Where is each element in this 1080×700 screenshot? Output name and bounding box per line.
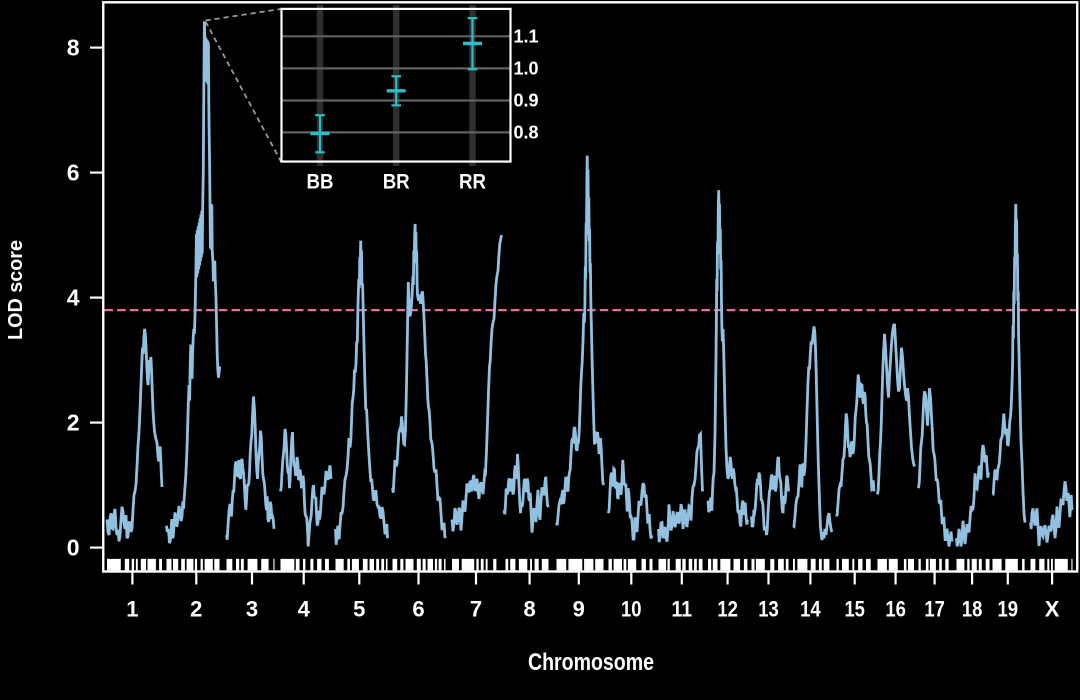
svg-text:0: 0 bbox=[67, 535, 80, 561]
svg-text:1.1: 1.1 bbox=[514, 26, 539, 46]
svg-text:18: 18 bbox=[962, 597, 983, 622]
svg-text:9: 9 bbox=[573, 597, 585, 622]
svg-text:BR: BR bbox=[383, 171, 410, 194]
svg-text:4: 4 bbox=[298, 597, 311, 622]
svg-text:BB: BB bbox=[307, 171, 334, 194]
svg-text:4: 4 bbox=[67, 285, 80, 311]
svg-text:RR: RR bbox=[459, 171, 486, 194]
svg-text:0.8: 0.8 bbox=[514, 122, 539, 142]
svg-text:3: 3 bbox=[246, 597, 258, 622]
svg-text:0.9: 0.9 bbox=[514, 91, 539, 111]
svg-text:5: 5 bbox=[353, 597, 365, 622]
svg-text:8: 8 bbox=[523, 597, 535, 622]
svg-text:12: 12 bbox=[717, 597, 738, 622]
svg-text:13: 13 bbox=[758, 597, 779, 622]
svg-text:X: X bbox=[1045, 597, 1060, 622]
svg-text:19: 19 bbox=[998, 597, 1019, 622]
svg-text:Chromosome: Chromosome bbox=[528, 649, 654, 676]
svg-text:15: 15 bbox=[844, 597, 865, 622]
svg-text:8: 8 bbox=[67, 35, 80, 61]
svg-text:1.0: 1.0 bbox=[514, 58, 539, 78]
svg-text:2: 2 bbox=[67, 410, 80, 436]
svg-text:1: 1 bbox=[126, 597, 138, 622]
svg-text:11: 11 bbox=[672, 597, 693, 622]
svg-text:7: 7 bbox=[470, 597, 482, 622]
svg-text:17: 17 bbox=[924, 597, 945, 622]
svg-text:10: 10 bbox=[621, 597, 642, 622]
svg-text:6: 6 bbox=[67, 160, 80, 186]
svg-text:6: 6 bbox=[412, 597, 424, 622]
svg-text:LOD score: LOD score bbox=[5, 240, 27, 340]
svg-text:14: 14 bbox=[800, 597, 821, 622]
svg-text:16: 16 bbox=[885, 597, 906, 622]
svg-text:2: 2 bbox=[190, 597, 202, 622]
